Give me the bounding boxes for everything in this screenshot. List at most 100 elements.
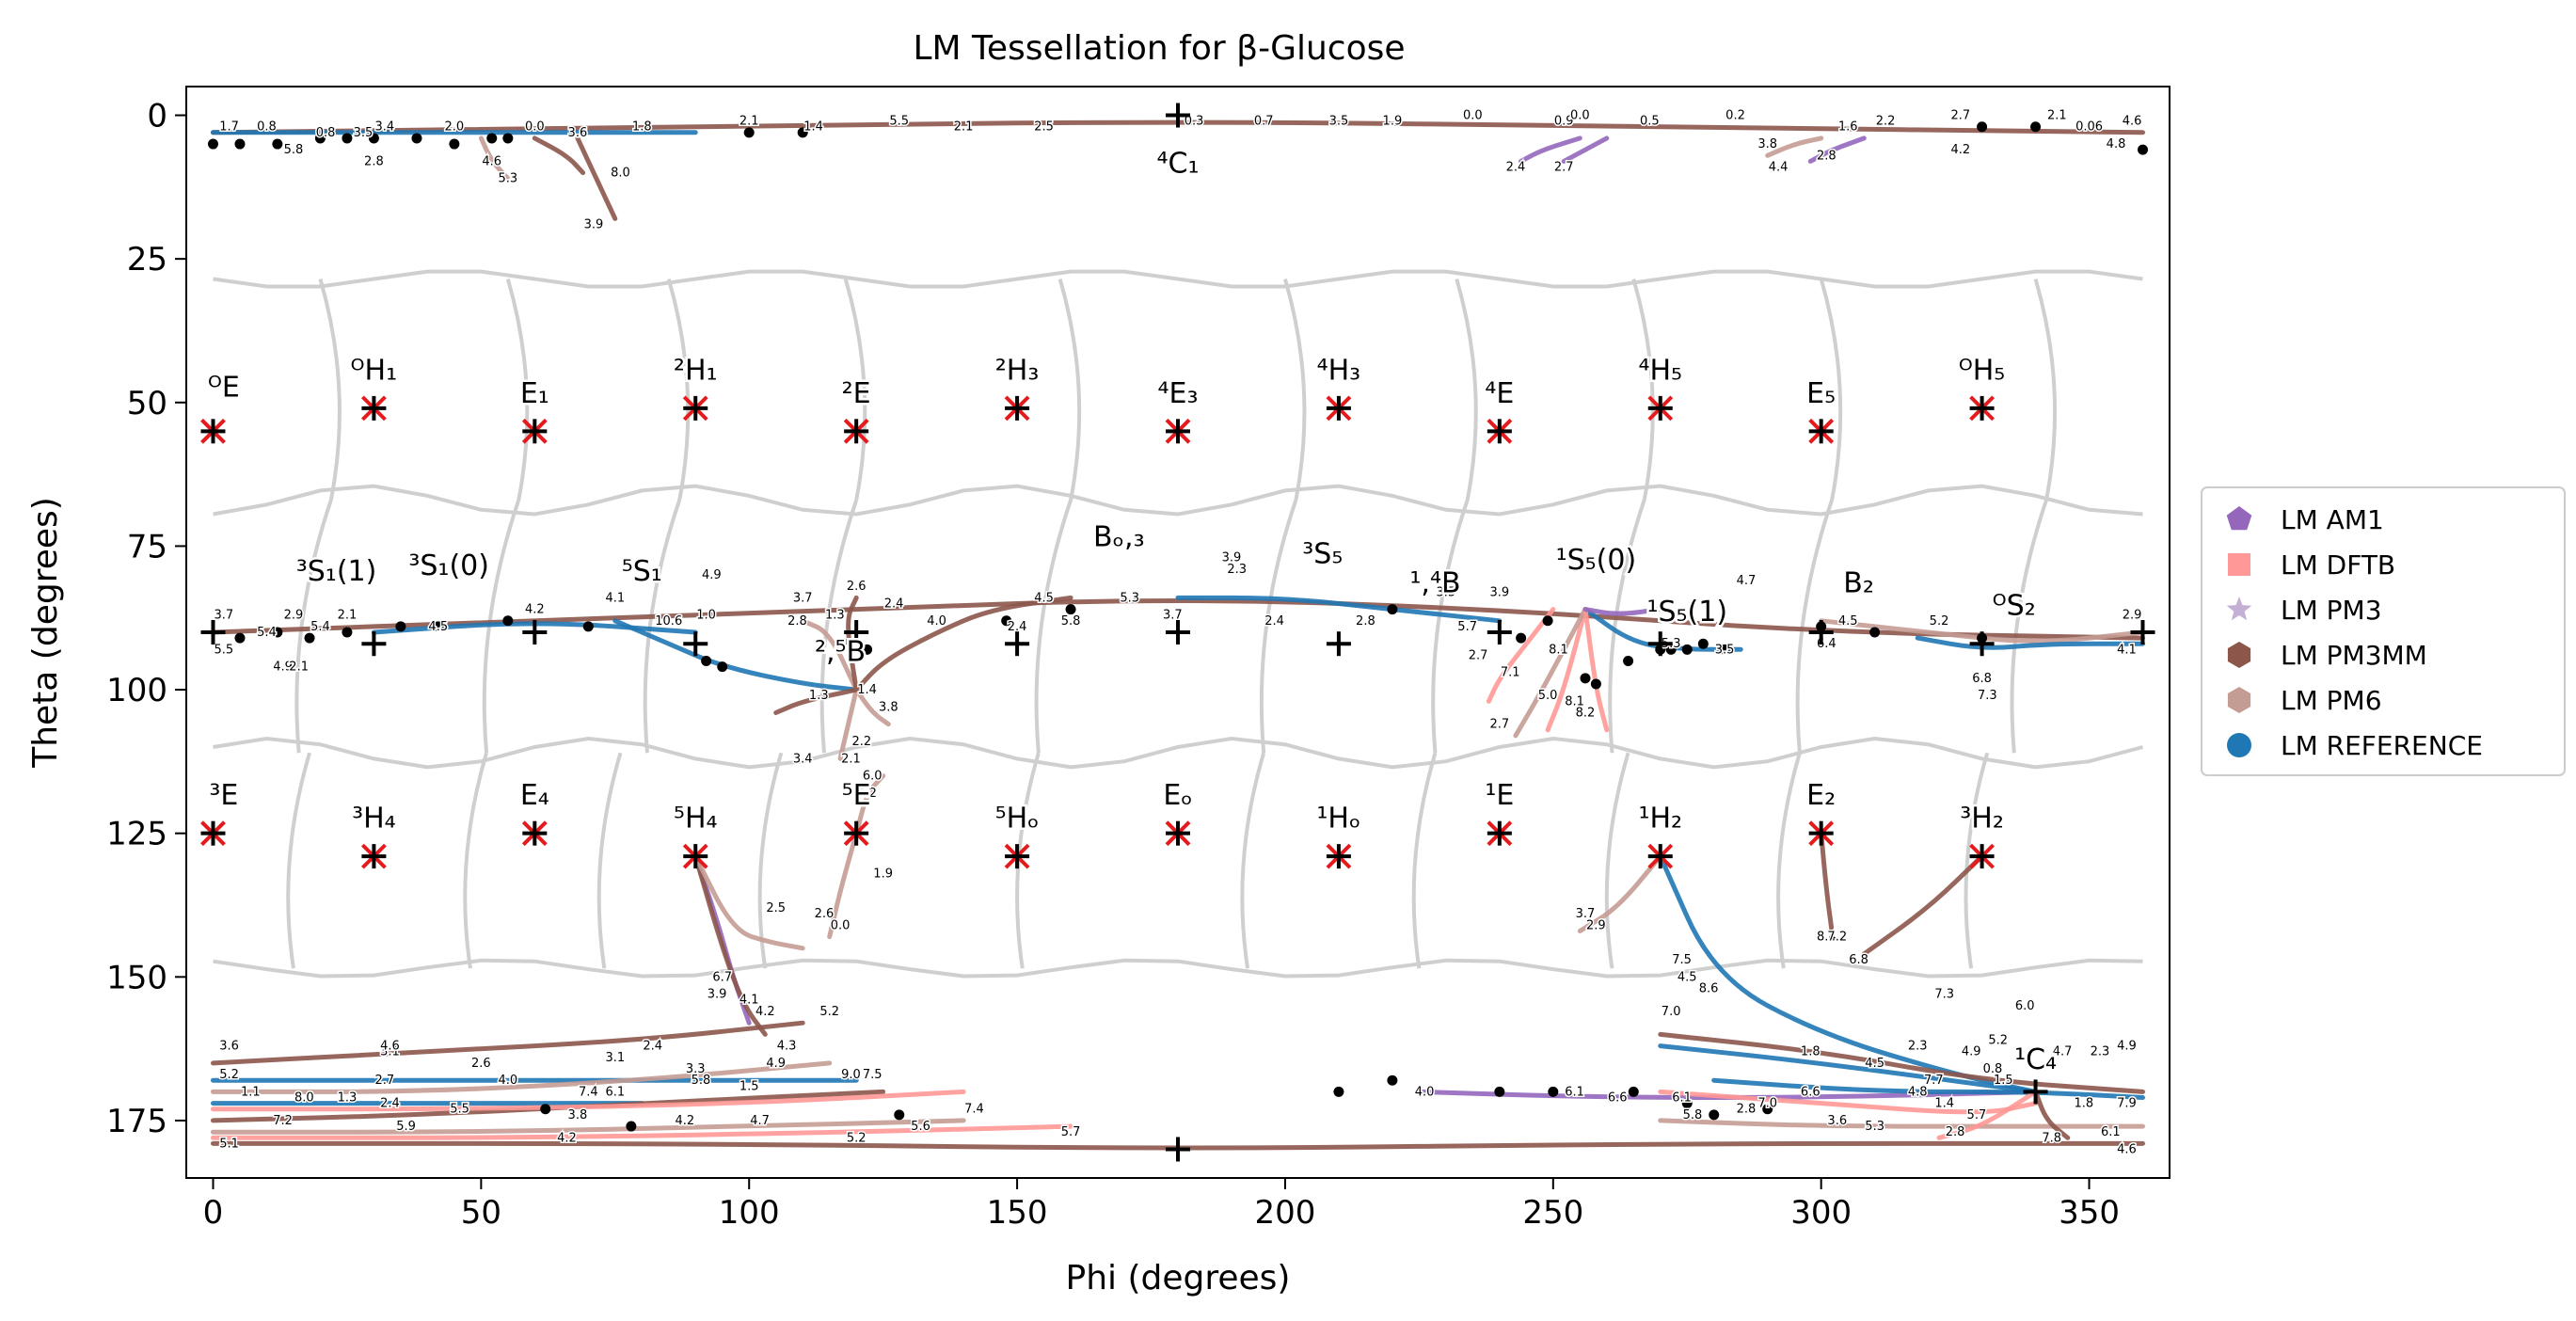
minimum-point — [1516, 632, 1527, 644]
path-lm-pm6 — [1513, 607, 1588, 739]
minimum-point — [1590, 678, 1601, 690]
point-energy-label: 4.7 — [750, 1114, 770, 1128]
point-energy-label: 4.6 — [482, 154, 501, 168]
voronoi-vertical-border — [1411, 752, 1438, 969]
point-energy-label: 3.8 — [1757, 137, 1777, 151]
conformer-label: ¹H₂ — [1638, 803, 1682, 836]
conformer-labels: ⁴C₁ ¹C₄ ᴼE ᴼH₁ E₁ ²H₁ ²E ²H₃ ⁴E₃ ⁴H₃ ⁴E ⁴H₅ E₅ ᴼH₅ ³E ³… — [205, 145, 2059, 1078]
conformer-label: ²E — [842, 377, 871, 410]
minimum-point — [234, 632, 246, 644]
point-energy-label: 4.0 — [1415, 1085, 1435, 1099]
x-axis-label: Phi (degrees) — [1066, 1259, 1291, 1297]
conformer-label: ᴼH₅ — [1959, 354, 2005, 387]
point-energy-label: 5.8 — [692, 1074, 711, 1088]
point-energy-label: 2.1 — [841, 752, 861, 766]
plot-frame — [185, 86, 2171, 1179]
x-tick-label: 300 — [1790, 1194, 1852, 1232]
path-lm-dftb — [1582, 607, 1610, 733]
conformer-label: ⁵Hₒ — [995, 803, 1040, 836]
voronoi-vertical-border — [1057, 278, 1082, 501]
point-energy-label: 7.0 — [1757, 1097, 1777, 1111]
minimum-point — [1387, 604, 1398, 615]
minimum-point — [1623, 656, 1634, 667]
conformer-label: ⁵S₁ — [622, 555, 662, 588]
point-energy-label: 3.4 — [793, 752, 813, 766]
point-energy-label: 5.2 — [857, 787, 877, 801]
conformer-label: ⁵E — [842, 779, 871, 812]
point-energy-label: 4.5 — [1034, 591, 1054, 605]
conformer-label: ⁴C₁ — [1157, 148, 1200, 181]
minimum-point — [2030, 121, 2042, 133]
point-energy-label: 4.9 — [766, 1057, 786, 1071]
voronoi-vertical-border — [1608, 499, 1646, 754]
minimum-point — [1665, 644, 1677, 655]
conformer-label: ⁴H₃ — [1317, 354, 1361, 387]
y-tick-label: 125 — [106, 816, 167, 853]
voronoi-vertical-border — [463, 752, 488, 969]
conformer-label: ⁴H₅ — [1638, 354, 1682, 387]
point-energy-label: 0.5 — [1640, 115, 1660, 129]
point-energy-label: 8.2 — [1576, 706, 1596, 720]
point-energy-label: 7.1 — [1501, 666, 1520, 680]
minimum-point — [862, 644, 873, 655]
y-tick-label: 50 — [127, 385, 167, 422]
point-energy-label: 5.2 — [1930, 614, 1949, 629]
point-energy-label: 3.4 — [374, 120, 394, 135]
voronoi-vertical-border — [1964, 752, 1990, 969]
y-tick-label: 150 — [106, 959, 167, 996]
path-lm-am1 — [1561, 135, 1610, 164]
voronoi-vertical-border — [505, 278, 530, 501]
point-energy-label: 4.2 — [1950, 143, 1970, 157]
path-lm-pm3mm — [532, 135, 586, 176]
path-lm-pm3mm — [846, 595, 859, 692]
point-energy-label: 5.4 — [310, 620, 330, 634]
path-lm-dftb — [211, 1089, 966, 1112]
minimum-point — [234, 138, 246, 150]
point-energy-label: 2.6 — [471, 1057, 491, 1071]
path-lm-am1 — [1416, 1089, 2039, 1101]
point-energy-label: 6.7 — [712, 970, 732, 984]
conformer-label: ³S₅ — [1302, 538, 1343, 571]
minimum-point — [582, 621, 594, 632]
minimum-point — [1697, 638, 1709, 649]
minimum-points — [207, 121, 2149, 1132]
point-energy-label: 1.5 — [1994, 1074, 2013, 1088]
point-energy-label: 1.9 — [1383, 115, 1403, 129]
point-energy-label: 3.9 — [708, 988, 727, 1002]
conformer-label: E₅ — [1806, 377, 1836, 410]
point-energy-label: 2.9 — [1586, 918, 1606, 932]
voronoi-row-border — [213, 484, 2143, 517]
point-energy-label: 2.6 — [847, 580, 867, 594]
conformer-label: ²H₁ — [674, 354, 718, 387]
voronoi-vertical-border — [643, 499, 682, 754]
voronoi-vertical-border — [2033, 278, 2058, 501]
point-energy-label: 6.8 — [1849, 953, 1868, 967]
point-energy-label: 1.5 — [739, 1079, 759, 1093]
voronoi-row-border — [213, 736, 2144, 770]
legend-marker — [2227, 733, 2251, 757]
point-energy-label: 3.7 — [793, 591, 813, 605]
point-energy-label: 5.7 — [1457, 620, 1477, 634]
point-energy-label: 6.1 — [605, 1085, 625, 1099]
point-energy-label: 5.3 — [1865, 1120, 1884, 1134]
point-energy-label: 4.5 — [1678, 970, 1697, 984]
conformer-label: ᴼS₂ — [1993, 590, 2036, 623]
point-energy-label: 6.1 — [1565, 1085, 1584, 1099]
point-energy-label: 4.3 — [777, 1040, 797, 1054]
path-lm-pm3mm — [211, 1140, 2145, 1151]
point-energy-label: 5.5 — [450, 1103, 469, 1117]
voronoi-vertical-border — [1283, 278, 1307, 501]
point-energy-label: 6.1 — [1672, 1091, 1692, 1106]
conformer-label: ²,⁵B — [815, 636, 866, 669]
point-energy-label: 0.3 — [1185, 115, 1204, 129]
point-energy-label: 8.1 — [1549, 643, 1568, 657]
voronoi-vertical-border — [1259, 499, 1298, 754]
point-energy-label: 0.0 — [831, 918, 851, 932]
point-energy-label: 4.1 — [739, 994, 759, 1008]
minimum-point — [395, 621, 406, 632]
point-energy-label: 1.3 — [809, 689, 829, 703]
minimum-point — [701, 656, 712, 667]
point-energy-labels: 1.7 0.8 0.8 3.5 3.4 2.0 0.0 3.6 1.8 2.1 1.4 5.5 2.1 2… — [213, 107, 2143, 1158]
point-energy-label: 6.6 — [1801, 1085, 1821, 1099]
reference-conformer-markers — [200, 103, 2155, 1162]
